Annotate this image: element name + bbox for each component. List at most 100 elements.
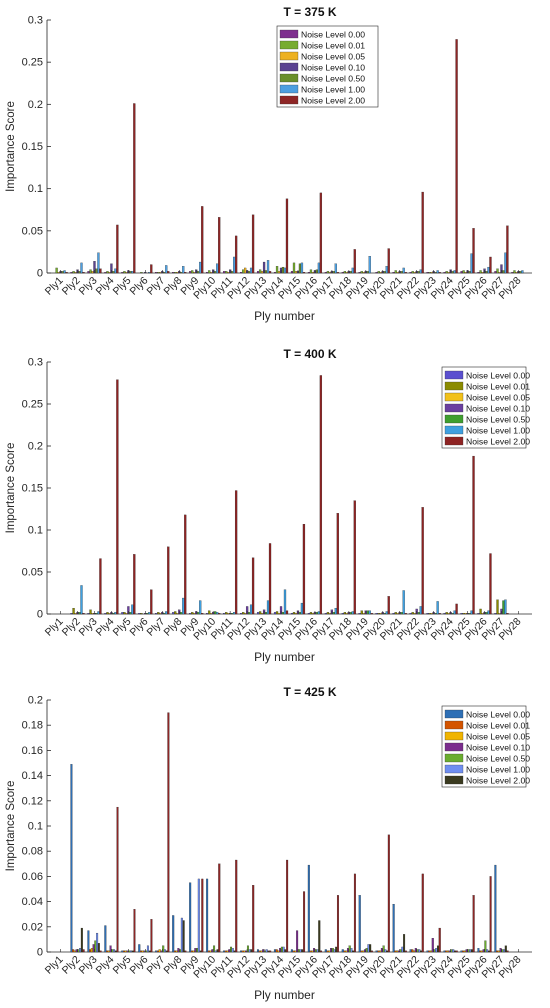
bar: [260, 950, 263, 953]
bar: [294, 950, 297, 953]
bar: [193, 613, 196, 615]
bar: [504, 252, 507, 274]
bar: [332, 612, 336, 615]
bar: [404, 272, 407, 274]
bar: [383, 271, 386, 274]
bar: [463, 950, 466, 953]
bar: [479, 270, 482, 274]
bar: [192, 950, 195, 953]
bar: [193, 272, 196, 274]
legend-label: Noise Level 1.00: [301, 85, 365, 95]
bar: [174, 272, 177, 274]
bar: [242, 269, 245, 274]
bar: [379, 613, 382, 615]
bar: [489, 553, 492, 615]
legend-label: Noise Level 1.00: [466, 426, 530, 436]
bar: [78, 612, 81, 615]
bar: [385, 611, 388, 615]
bar: [349, 612, 352, 615]
bar: [201, 613, 204, 615]
bar: [494, 271, 497, 274]
bar: [469, 949, 472, 953]
bar: [445, 950, 448, 953]
bar: [199, 950, 202, 953]
bar: [197, 271, 200, 274]
bar: [82, 949, 85, 953]
bar: [106, 950, 109, 953]
bar: [277, 271, 281, 274]
bar: [184, 272, 187, 274]
bar: [443, 272, 446, 274]
bar: [286, 859, 289, 953]
legend-label: Noise Level 0.01: [466, 382, 530, 392]
bar: [199, 261, 202, 274]
legend-swatch: [444, 392, 464, 402]
bar: [74, 613, 77, 615]
bar: [370, 613, 373, 615]
y-tick-label: 0.02: [22, 921, 43, 933]
bar: [353, 249, 356, 274]
bar: [360, 271, 363, 274]
bar: [316, 949, 319, 953]
bar: [109, 945, 112, 953]
bar: [163, 272, 166, 274]
bar: [462, 950, 465, 953]
bar: [82, 272, 85, 274]
y-tick-label: 0.1: [28, 821, 43, 833]
bar: [87, 930, 90, 953]
bar: [421, 507, 424, 615]
bar: [172, 915, 175, 953]
legend-swatch: [444, 414, 464, 424]
bar: [275, 611, 279, 615]
legend-label: Noise Level 1.00: [466, 765, 530, 775]
bar: [121, 612, 124, 615]
bar: [377, 613, 380, 615]
bar: [268, 543, 272, 615]
bar: [387, 596, 390, 615]
bar: [303, 891, 306, 953]
bar: [309, 612, 313, 615]
bar: [315, 612, 319, 615]
bar: [345, 613, 348, 615]
bar: [392, 903, 395, 953]
bar: [104, 272, 107, 274]
bar: [302, 523, 306, 615]
bar: [334, 607, 337, 615]
series-2: [55, 262, 516, 274]
bar: [189, 271, 192, 274]
bar: [343, 612, 347, 615]
bar: [209, 950, 212, 953]
bar: [324, 949, 327, 953]
bar: [57, 272, 60, 274]
bar: [70, 764, 73, 953]
legend-swatch: [444, 403, 464, 413]
bar: [97, 943, 100, 953]
bar: [223, 950, 226, 953]
legend-label: Noise Level 0.05: [466, 393, 530, 403]
bar: [353, 500, 356, 615]
bar: [307, 864, 310, 953]
y-tick-label: 0.2: [28, 441, 43, 453]
bar: [73, 950, 76, 953]
bar: [244, 267, 247, 274]
bar: [99, 268, 102, 274]
bar: [74, 272, 77, 274]
bar: [167, 271, 170, 274]
bar: [269, 950, 272, 953]
bar: [336, 272, 339, 274]
bar: [506, 225, 509, 274]
bar: [155, 950, 158, 953]
series-2: [72, 949, 499, 953]
bar: [121, 950, 124, 953]
bar: [472, 228, 475, 274]
bar: [443, 950, 446, 953]
series-5: [78, 600, 505, 615]
bar: [396, 950, 399, 953]
bar: [481, 613, 484, 615]
bar: [392, 272, 395, 274]
bar: [324, 272, 328, 274]
bar: [129, 271, 132, 274]
bar: [521, 270, 524, 274]
bar: [436, 270, 439, 274]
series-8: [82, 712, 509, 953]
